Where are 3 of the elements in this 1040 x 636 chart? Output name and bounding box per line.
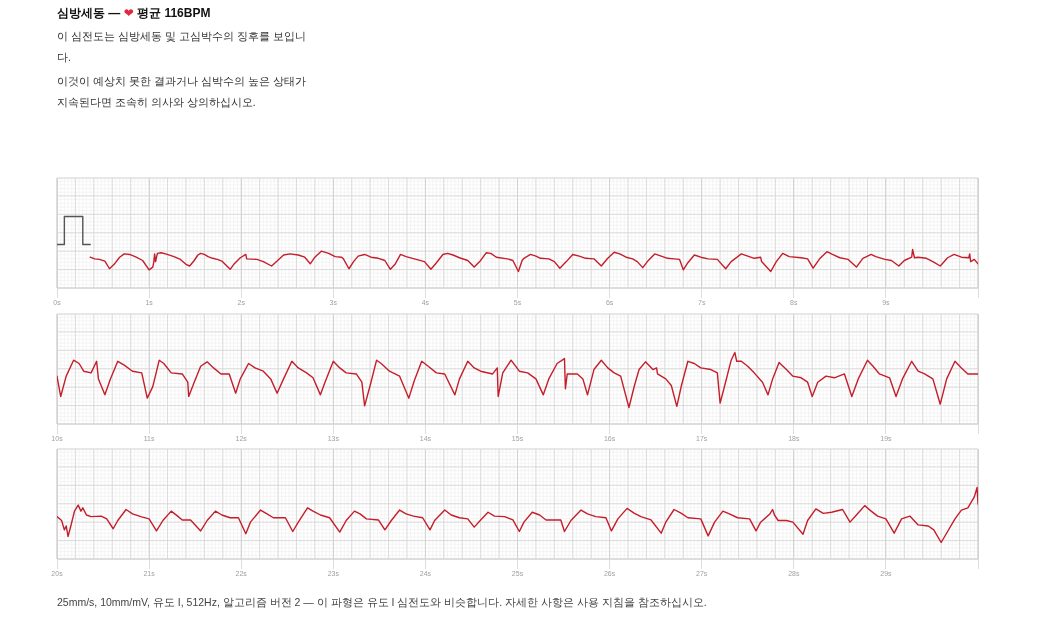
text: 25mm/s, 10mm/mV, 유도 I, 512Hz, 알고리즘 버전 2 — 이 파형은 유도 I 심전도와 비슷합니다. 자세한 사항은 사용 지침을 참조하십시오. bbox=[57, 596, 707, 608]
chart-title: 심방세동 — ❤ 평균 116BPM bbox=[57, 6, 211, 20]
chart-subtitle: 이 심전도는 심방세동 및 고심박수의 징후를 보입니다. 이것이 예상치 못한 결과거나 심박수의 높은 상태가 지속된다면 조속히 의사와 상의하십시오. bbox=[57, 30, 306, 108]
